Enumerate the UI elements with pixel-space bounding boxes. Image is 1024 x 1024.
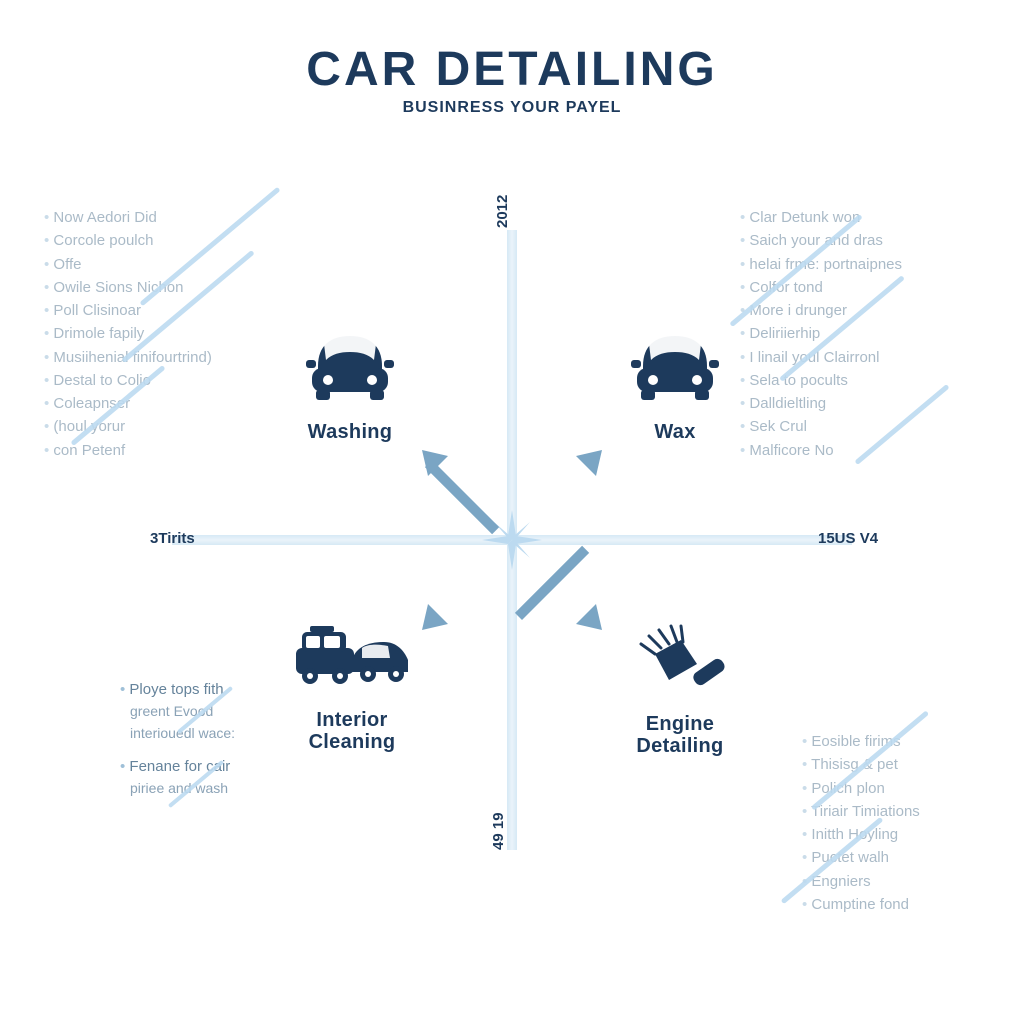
bullet-item: Clar Detunk won	[740, 206, 902, 229]
bullet-item: (houl yorur	[44, 415, 212, 438]
car-front-icon	[300, 395, 400, 412]
axis-left-label: 3Tirits	[150, 530, 195, 547]
bullet-item: Corcole poulch	[44, 229, 212, 252]
bullet-item: greent Evood	[120, 701, 235, 723]
bullet-item: Dalldieltling	[740, 392, 902, 415]
bullet-item: Owile Sions Nichon	[44, 276, 212, 299]
quadrant-wax: Wax	[625, 330, 725, 443]
car-front-icon	[625, 395, 725, 412]
quadrant-label: Washing	[300, 421, 400, 443]
quadrant-label: Wax	[625, 421, 725, 443]
axis-right-label: 15US V4	[818, 530, 878, 547]
bullet-item: con Petenf	[44, 439, 212, 462]
bullets-top-left: Now Aedori DidCorcole poulchOffeOwile Si…	[44, 206, 212, 462]
bullet-item: Cumptine fond	[802, 893, 920, 916]
bullet-item: Drimole fapily	[44, 322, 212, 345]
bullets-top-right: Clar Detunk wonSaich your and drashelai …	[740, 206, 902, 462]
bullet-item: Sek Crul	[740, 415, 902, 438]
bullet-item: helai frme: portnaipnes	[740, 253, 902, 276]
quadrant-engine: EngineDetailing	[630, 620, 730, 757]
bullet-item: Destal to Colio	[44, 369, 212, 392]
quadrant-label: InteriorCleaning	[292, 709, 412, 753]
page-subtitle: BUSINRESS YOUR PAYEL	[0, 99, 1024, 117]
axis-top-label: 2012	[494, 195, 511, 228]
axis-bottom-label: 49 19	[490, 812, 507, 850]
bullets-bottom-right: Eosible firimsThisisg & petPolich plonTi…	[802, 730, 920, 916]
quadrant-label: EngineDetailing	[630, 713, 730, 757]
bullet-item: Polich plon	[802, 777, 920, 800]
page-title: CAR DETAILING	[0, 42, 1024, 97]
header: CAR DETAILING BUSINRESS YOUR PAYEL	[0, 0, 1024, 117]
bullet-item: Now Aedori Did	[44, 206, 212, 229]
brush-icon	[635, 687, 725, 704]
bullet-item: Sela to pocults	[740, 369, 902, 392]
bullet-item: interiouedl wace:	[120, 723, 235, 745]
vehicles-cluster-icon	[292, 683, 412, 700]
quadrant-interior: InteriorCleaning	[292, 618, 412, 753]
quadrant-washing: Washing	[300, 330, 400, 443]
bullet-item: More i drunger	[740, 299, 902, 322]
